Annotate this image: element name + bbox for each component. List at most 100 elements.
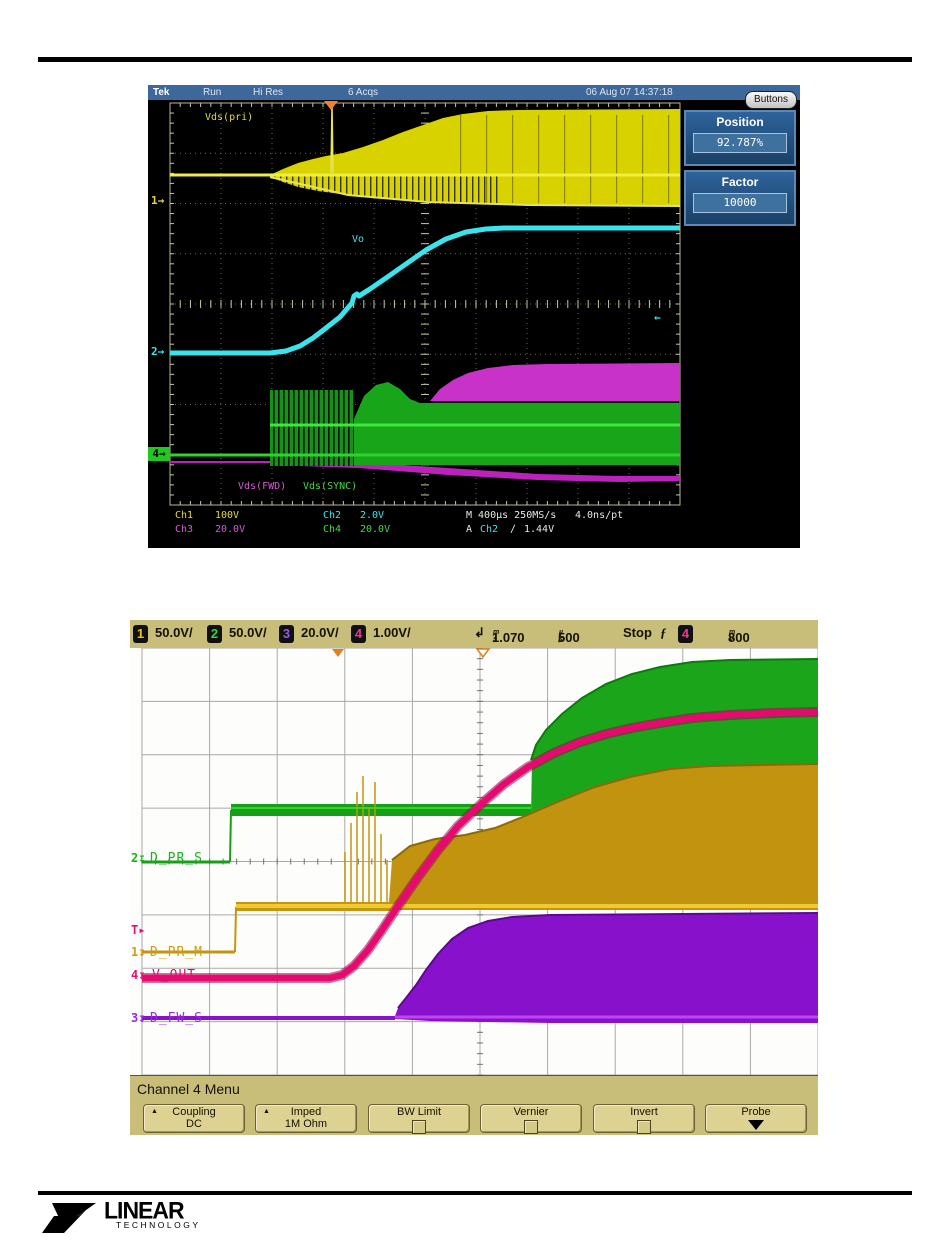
coupling-button[interactable]: ▲ Coupling DC — [143, 1104, 245, 1133]
probe-button[interactable]: Probe — [705, 1104, 807, 1133]
ch4-badge: 4 — [351, 625, 366, 643]
trace-vds-pri-bottom-edge — [269, 176, 681, 207]
invert-checkbox[interactable] — [637, 1120, 651, 1134]
ch1-label: Ch1 — [175, 510, 194, 521]
tek-logo: Tek — [153, 87, 170, 98]
trace-label-vds-pri: Vds(pri) — [205, 112, 254, 123]
ch3-scale: 20.0V — [215, 524, 246, 535]
ch1-scale: 100V — [215, 510, 240, 521]
vernier-checkbox[interactable] — [524, 1120, 538, 1134]
trace-dprs-envelope-edge — [530, 658, 818, 761]
impedance-button[interactable]: ▲ Imped 1M Ohm — [255, 1104, 357, 1133]
bw-limit-button[interactable]: BW Limit — [368, 1104, 470, 1134]
trace-dfws-envelope-edge — [397, 912, 818, 1009]
ch3-scale: 20.0V/ — [301, 625, 339, 640]
trigger-source: Ch2 — [480, 524, 499, 535]
trace-dprm-envelope — [389, 764, 818, 910]
factor-label: Factor — [721, 175, 759, 189]
trace-dprm-spikes — [344, 776, 388, 903]
trace-label-dfws: D_FW_S — [150, 1011, 203, 1026]
trace-label-vo: Vo — [352, 234, 365, 245]
ch3-label: Ch3 — [175, 524, 194, 535]
ch3-ground-marker: 3↧ — [131, 1011, 146, 1025]
trace-vo — [170, 225, 680, 356]
ch4-label: Ch4 — [323, 524, 342, 535]
ch2-label: Ch2 — [323, 510, 342, 521]
channel4-marker: 4→ — [148, 447, 170, 461]
probe-arrow-icon — [748, 1120, 764, 1130]
ch1-badge: 1 — [133, 625, 148, 643]
trace-label-vds-sync: Vds(SYNC) — [303, 481, 358, 492]
position-panel: Position 92.787% — [684, 110, 796, 166]
trace-label-vout: V_OUT — [152, 968, 197, 983]
top-rule — [38, 57, 912, 62]
tek-readout-row-2: Ch3 20.0V Ch4 20.0V A Ch2 ∕ 1.44V — [148, 524, 800, 537]
position-value[interactable]: 92.787% — [693, 133, 787, 153]
buttons-button[interactable]: Buttons — [745, 91, 797, 109]
bw-limit-checkbox[interactable] — [412, 1120, 426, 1134]
menu-title: Channel 4 Menu — [130, 1075, 818, 1102]
ch3-badge: 3 — [279, 625, 294, 643]
footer-brand: LINEAR TECHNOLOGY — [38, 1196, 201, 1244]
delay-icon: ↲ — [474, 625, 485, 640]
tek-titlebar: Tek Run Hi Res 6 Acqs 06 Aug 07 14:37:18 — [148, 85, 800, 100]
linear-technology-logo-icon — [42, 1203, 96, 1233]
trace-vds-sync-noise — [270, 390, 354, 466]
agilent-waveform-display — [130, 647, 818, 1076]
factor-value[interactable]: 10000 — [693, 193, 787, 213]
trigger-level: 1.44V — [524, 524, 555, 535]
trace-dprs-step — [229, 809, 232, 863]
trigger-slope-icon: ∕ — [510, 524, 517, 535]
tek-graticule-border — [169, 102, 681, 506]
brand-linear: LINEAR — [104, 1196, 185, 1224]
sample-rate-readout: 4.0ns/pt — [575, 510, 624, 521]
timebase-readout: M 400µs 250MS/s — [466, 510, 557, 521]
ch1-scale: 50.0V/ — [155, 625, 193, 640]
ch1-ground-marker: 1↧ — [131, 945, 146, 959]
trigger-level-arrow-icon: ← — [654, 311, 661, 324]
trace-dprm-step — [234, 906, 237, 953]
ch2-scale: 2.0V — [360, 510, 385, 521]
channel1-marker: 1→ — [151, 194, 165, 207]
agilent-scope-screenshot: 1 50.0V/ 2 50.0V/ 3 20.0V/ 4 1.00V/ ↲ 1.… — [130, 620, 818, 1135]
trigger-source-badge: 4 — [678, 625, 693, 643]
trigger-level-marker: T▸ — [131, 923, 146, 937]
ch2-badge: 2 — [207, 625, 222, 643]
ch4-ground-marker: 4↧ — [131, 968, 146, 982]
trace-vout — [142, 708, 818, 982]
run-status: Stop — [623, 625, 652, 640]
tek-readout-row-1: Ch1 100V Ch2 2.0V M 400µs 250MS/s 4.0ns/… — [148, 510, 800, 523]
trace-label-vds-fwd: Vds(FWD) — [238, 481, 287, 492]
trace-dfws-envelope — [395, 913, 818, 1023]
acquisition-count: 6 Acqs — [348, 87, 379, 98]
time-reference-marker-icon — [332, 649, 344, 657]
ch4-scale: 20.0V — [360, 524, 391, 535]
agilent-status-bar: 1 50.0V/ 2 50.0V/ 3 20.0V/ 4 1.00V/ ↲ 1.… — [130, 620, 818, 648]
trace-label-dprs: D_PR_S — [150, 851, 203, 866]
invert-button[interactable]: Invert — [593, 1104, 695, 1134]
trace-vds-pri-striations-2 — [438, 115, 680, 203]
channel2-marker: 2→ — [151, 345, 165, 358]
acquisition-mode: Hi Res — [253, 87, 284, 98]
tek-scope-screenshot: Tek Run Hi Res 6 Acqs 06 Aug 07 14:37:18… — [148, 85, 800, 548]
trace-dprm-envelope-edge — [391, 763, 818, 861]
factor-panel: Factor 10000 — [684, 170, 796, 226]
spinner-up-icon: ▲ — [263, 1108, 270, 1115]
bottom-rule — [38, 1191, 912, 1195]
trace-label-dprm: D_PR_M — [150, 945, 203, 960]
edge-trigger-icon: ƒ — [660, 625, 667, 640]
trace-vds-fwd-envelope — [430, 363, 680, 401]
position-label: Position — [716, 115, 764, 129]
trigger-position-marker-icon — [324, 101, 338, 110]
trigger-mode: A — [466, 524, 473, 535]
ch4-scale: 1.00V/ — [373, 625, 411, 640]
softkey-menu-bar: ▲ Coupling DC ▲ Imped 1M Ohm BW Limit Ve… — [130, 1102, 818, 1135]
vernier-button[interactable]: Vernier — [480, 1104, 582, 1134]
spinner-up-icon: ▲ — [151, 1108, 158, 1115]
ch2-scale: 50.0V/ — [229, 625, 267, 640]
scope-datetime: 06 Aug 07 14:37:18 — [586, 87, 673, 98]
footer-brand-text: LINEAR TECHNOLOGY — [104, 1196, 201, 1230]
acquisition-state: Run — [203, 87, 222, 98]
brand-technology: TECHNOLOGY — [116, 1220, 201, 1230]
